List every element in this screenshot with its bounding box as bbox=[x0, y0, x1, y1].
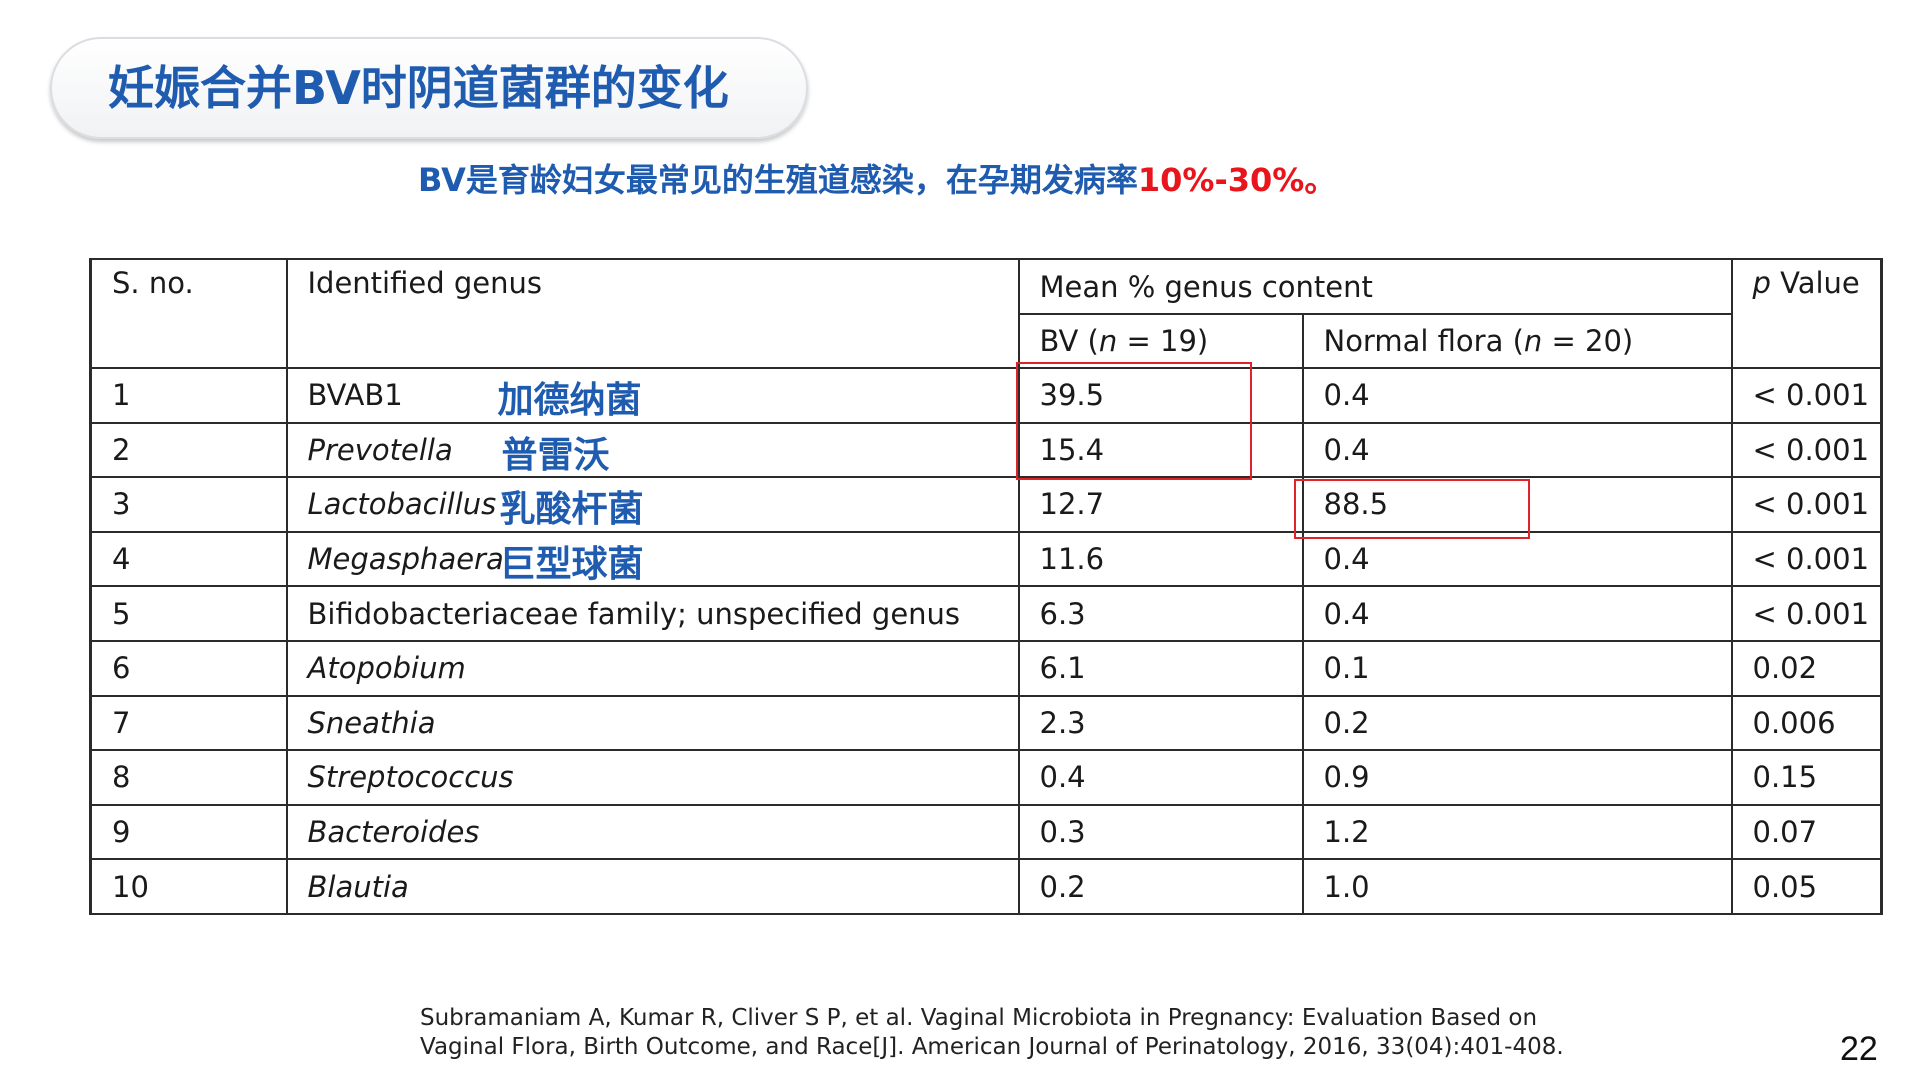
citation: Subramaniam A, Kumar R, Cliver S P, et a… bbox=[420, 1004, 1564, 1062]
genus-chinese-label: 普雷沃 bbox=[501, 434, 610, 476]
cell-sno: 1 bbox=[89, 367, 288, 424]
cell-genus: Streptococcus bbox=[285, 749, 1020, 806]
cell-bv: 0.4 bbox=[1017, 749, 1304, 806]
table-header-row: S. no. Identified genus Mean % genus con… bbox=[89, 258, 1883, 369]
table-row: 6 Atopobium 6.1 0.1 0.02 bbox=[89, 639, 1883, 697]
header-nf-pre: Normal flora ( bbox=[1323, 324, 1524, 358]
genus-chinese-label: 巨型球菌 bbox=[499, 543, 644, 585]
header-genus: Identified genus bbox=[285, 258, 1020, 369]
header-bv-pre: BV ( bbox=[1039, 324, 1099, 358]
cell-normal-flora: 1.0 bbox=[1301, 858, 1733, 915]
cell-sno: 7 bbox=[89, 694, 288, 752]
cell-normal-flora: 1.2 bbox=[1301, 803, 1733, 861]
citation-line-2: Vaginal Flora, Birth Outcome, and Race[J… bbox=[420, 1034, 1564, 1060]
cell-genus: Sneathia bbox=[285, 694, 1020, 752]
cell-sno: 9 bbox=[89, 803, 288, 861]
cell-normal-flora: 0.9 bbox=[1301, 749, 1733, 806]
table-subheader-row: BV (n = 19) Normal flora (n = 20) bbox=[91, 313, 1882, 369]
subtitle-highlight: 10%-30%。 bbox=[1137, 161, 1337, 199]
header-p-rest: Value bbox=[1770, 266, 1860, 300]
cell-sno: 2 bbox=[89, 421, 288, 479]
header-normal-flora: Normal flora (n = 20) bbox=[1301, 313, 1733, 369]
cell-normal-flora: 0.1 bbox=[1301, 639, 1733, 697]
cell-genus: Atopobium bbox=[285, 639, 1020, 697]
header-p-value: p Value bbox=[1730, 258, 1883, 369]
header-sno: S. no. bbox=[89, 258, 288, 369]
header-bv-n: n bbox=[1098, 324, 1118, 358]
cell-normal-flora: 0.4 bbox=[1301, 585, 1733, 642]
cell-genus: Megasphaera 巨型球菌 bbox=[285, 530, 1020, 588]
cell-p-value: 0.02 bbox=[1730, 639, 1883, 697]
cell-p-value: < 0.001 bbox=[1730, 476, 1883, 533]
genus-name: Prevotella bbox=[307, 432, 453, 467]
table-row: 10 Blautia 0.2 1.0 0.05 bbox=[89, 858, 1883, 915]
table-row: 8 Streptococcus 0.4 0.9 0.15 bbox=[89, 749, 1883, 806]
cell-p-value: < 0.001 bbox=[1730, 530, 1883, 588]
cell-bv: 15.4 bbox=[1017, 421, 1304, 479]
cell-sno: 10 bbox=[89, 858, 288, 915]
header-mean: Mean % genus content bbox=[1017, 258, 1733, 315]
cell-bv: 39.5 bbox=[1017, 367, 1304, 424]
page-number: 22 bbox=[1840, 1030, 1878, 1068]
cell-normal-flora: 88.5 bbox=[1301, 476, 1733, 533]
cell-genus: BVAB1 加德纳菌 bbox=[285, 367, 1020, 424]
cell-bv: 0.3 bbox=[1017, 803, 1304, 861]
header-bv: BV (n = 19) bbox=[1017, 313, 1304, 369]
genus-name: Lactobacillus bbox=[307, 487, 497, 522]
title-banner bbox=[50, 37, 808, 139]
genus-chinese-label: 加德纳菌 bbox=[497, 380, 642, 421]
cell-genus: Bifidobacteriaceae family; unspecified g… bbox=[285, 585, 1020, 642]
cell-sno: 8 bbox=[89, 749, 288, 806]
header-bv-post: = 19) bbox=[1117, 324, 1209, 358]
table-row: 1 BVAB1 加德纳菌 39.5 0.4 < 0.001 bbox=[89, 367, 1883, 424]
table-row: 9 Bacteroides 0.3 1.2 0.07 bbox=[89, 803, 1883, 861]
cell-sno: 3 bbox=[89, 476, 288, 533]
cell-p-value: 0.07 bbox=[1730, 803, 1883, 861]
citation-line-1: Subramaniam A, Kumar R, Cliver S P, et a… bbox=[420, 1005, 1538, 1031]
slide-subtitle: BV是育龄妇女最常见的生殖道感染，在孕期发病率10%-30%。 bbox=[418, 158, 1336, 202]
cell-bv: 0.2 bbox=[1017, 858, 1304, 915]
table-row: 2 Prevotella 普雷沃 15.4 0.4 < 0.001 bbox=[89, 421, 1883, 479]
cell-sno: 4 bbox=[89, 530, 288, 588]
cell-p-value: 0.15 bbox=[1730, 749, 1883, 806]
cell-p-value: < 0.001 bbox=[1730, 421, 1883, 479]
cell-bv: 6.3 bbox=[1017, 585, 1304, 642]
table-row: 4 Megasphaera 巨型球菌 11.6 0.4 < 0.001 bbox=[89, 530, 1883, 588]
genus-table: S. no. Identified genus Mean % genus con… bbox=[89, 258, 1883, 915]
cell-bv: 6.1 bbox=[1017, 639, 1304, 697]
header-nf-n: n bbox=[1523, 324, 1543, 358]
highlight-box-bv bbox=[1016, 362, 1252, 480]
cell-p-value: 0.006 bbox=[1730, 694, 1883, 752]
cell-p-value: 0.05 bbox=[1730, 858, 1883, 915]
cell-normal-flora: 0.4 bbox=[1301, 367, 1733, 424]
highlight-box-normal-flora bbox=[1294, 479, 1530, 539]
cell-genus: Prevotella 普雷沃 bbox=[285, 421, 1020, 479]
subtitle-main: BV是育龄妇女最常见的生殖道感染，在孕期发病率 bbox=[418, 161, 1138, 199]
cell-sno: 6 bbox=[89, 639, 288, 697]
cell-bv: 2.3 bbox=[1017, 694, 1304, 752]
cell-sno: 5 bbox=[89, 585, 288, 642]
cell-genus: Bacteroides bbox=[285, 803, 1020, 861]
header-p-letter: p bbox=[1752, 266, 1771, 300]
cell-bv: 12.7 bbox=[1017, 476, 1304, 533]
genus-name: Megasphaera bbox=[307, 542, 504, 577]
genus-name: BVAB1 bbox=[307, 378, 403, 413]
cell-p-value: < 0.001 bbox=[1730, 585, 1883, 642]
cell-genus: Lactobacillus 乳酸杆菌 bbox=[285, 476, 1020, 533]
slide-title: 妊娠合并BV时阴道菌群的变化 bbox=[108, 61, 729, 115]
cell-genus: Blautia bbox=[285, 858, 1020, 915]
table-row: 7 Sneathia 2.3 0.2 0.006 bbox=[89, 694, 1883, 752]
cell-normal-flora: 0.2 bbox=[1301, 694, 1733, 752]
genus-chinese-label: 乳酸杆菌 bbox=[499, 489, 644, 531]
cell-normal-flora: 0.4 bbox=[1301, 530, 1733, 588]
cell-p-value: < 0.001 bbox=[1730, 367, 1883, 424]
header-nf-post: = 20) bbox=[1542, 324, 1634, 358]
cell-bv: 11.6 bbox=[1017, 530, 1304, 588]
table-row: 3 Lactobacillus 乳酸杆菌 12.7 88.5 < 0.001 bbox=[89, 476, 1883, 533]
table-row: 5 Bifidobacteriaceae family; unspecified… bbox=[89, 585, 1883, 642]
cell-normal-flora: 0.4 bbox=[1301, 421, 1733, 479]
